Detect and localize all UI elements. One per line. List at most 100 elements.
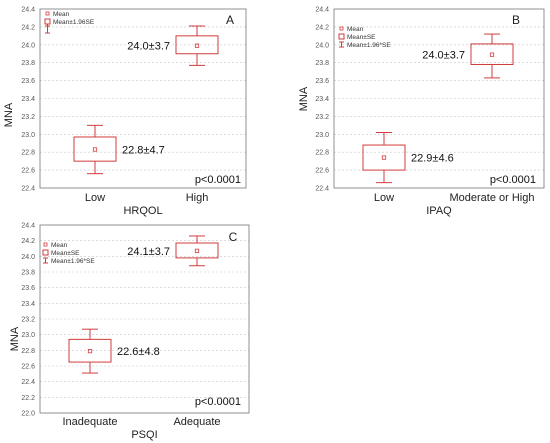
y-tick-label: 22.0 <box>21 411 35 418</box>
y-tick-label: 23.8 <box>315 60 329 67</box>
y-tick-label: 22.6 <box>21 168 35 175</box>
y-tick-label: 24.4 <box>315 7 329 14</box>
y-tick-label: 23.0 <box>21 132 35 139</box>
y-tick-label: 23.2 <box>315 114 329 121</box>
x-axis-label: IPAQ <box>426 205 452 217</box>
y-tick-label: 23.0 <box>315 132 329 139</box>
box-group-0: 22.8±4.7 Low <box>73 124 165 204</box>
legend-mean-marker <box>339 26 344 31</box>
legend-entry: Mean±SE <box>347 34 376 41</box>
y-tick-label: 23.2 <box>21 114 35 121</box>
mean-sd-annotation: 24.0±3.7 <box>422 50 465 62</box>
y-tick-label: 22.8 <box>315 150 329 157</box>
legend-entry: Mean±1.96*SE <box>347 42 391 49</box>
se-box <box>470 43 514 65</box>
y-tick-label: 23.8 <box>21 270 35 277</box>
legend-mean-marker <box>45 11 50 16</box>
y-axis-label: MNA <box>9 326 21 351</box>
box-group-1: 24.0±3.7 High <box>127 25 219 204</box>
y-tick-label: 22.4 <box>315 186 329 193</box>
panel-letter: A <box>226 13 234 27</box>
chart-panel-a: 22.4 22.6 22.8 23.0 23.2 23.4 23.6 23.8 24.0 24.2… <box>3 7 247 217</box>
mean-marker <box>194 43 200 48</box>
legend-box-marker <box>42 249 49 256</box>
y-tick-label: 23.2 <box>21 317 35 324</box>
x-category-label: Low <box>85 192 105 204</box>
se-box <box>362 144 406 171</box>
y-tick-label: 23.4 <box>21 96 35 103</box>
se-box <box>68 338 112 363</box>
x-category-label: Moderate or High <box>450 192 535 204</box>
mean-sd-annotation: 22.6±4.8 <box>117 346 160 358</box>
y-tick-label: 23.6 <box>315 78 329 85</box>
y-tick-label: 22.8 <box>21 150 35 157</box>
x-category-label: High <box>186 192 209 204</box>
mean-marker <box>194 248 200 253</box>
mean-sd-annotation: 22.8±4.7 <box>122 145 165 157</box>
y-tick-label: 24.2 <box>21 238 35 245</box>
x-category-label: Inadequate <box>62 416 117 428</box>
p-value: p<0.0001 <box>195 174 241 186</box>
mean-marker <box>489 52 495 57</box>
y-tick-label: 23.6 <box>21 78 35 85</box>
mean-sd-annotation: 22.9±4.6 <box>411 153 454 165</box>
x-axis-label: HRQOL <box>123 205 162 217</box>
y-tick-label: 22.2 <box>21 395 35 402</box>
y-tick-label: 23.4 <box>21 301 35 308</box>
y-tick-label: 22.4 <box>21 186 35 193</box>
panel-letter: B <box>512 13 520 27</box>
x-category-label: Adequate <box>173 416 220 428</box>
x-category-label: Low <box>374 192 394 204</box>
legend-entry: Mean±1.96SE <box>53 19 95 26</box>
legend-mean-marker <box>43 242 48 247</box>
plot-frame <box>333 8 545 189</box>
y-tick-label: 22.6 <box>315 168 329 175</box>
legend-whisker-marker <box>43 257 48 264</box>
y-tick-label: 24.0 <box>21 42 35 49</box>
p-value: p<0.0001 <box>195 396 241 408</box>
y-axis-label: MNA <box>3 102 15 127</box>
mean-marker <box>381 155 387 160</box>
y-tick-label: 24.4 <box>21 7 35 14</box>
legend-entry: Mean±1.96*SE <box>51 258 95 265</box>
chart-panel-c: 22.0 22.2 22.4 22.6 22.8 23.0 23.2 23.4 23.6 23.8… <box>9 223 250 441</box>
chart-panel-b: 22.4 22.6 22.8 23.0 23.2 23.4 23.6 23.8 24.0 24.2… <box>298 7 545 217</box>
p-value: p<0.0001 <box>490 174 536 186</box>
plot-frame <box>39 224 250 414</box>
y-tick-label: 24.0 <box>315 42 329 49</box>
box-group-1: 24.1±3.7 Adequate <box>127 235 221 428</box>
legend-box-marker <box>44 18 51 25</box>
box-group-0: 22.6±4.8 Inadequate <box>62 328 160 428</box>
se-box <box>73 136 117 162</box>
mean-sd-annotation: 24.1±3.7 <box>127 246 170 258</box>
se-box <box>175 35 219 55</box>
y-axis-label: MNA <box>298 86 310 111</box>
legend-entry: Mean <box>51 242 68 249</box>
y-tick-label: 23.4 <box>315 96 329 103</box>
y-tick-label: 24.0 <box>21 254 35 261</box>
y-tick-label: 23.6 <box>21 285 35 292</box>
mean-marker <box>92 147 98 152</box>
y-tick-label: 24.2 <box>315 24 329 31</box>
plot-frame <box>39 8 247 189</box>
legend-entry: Mean <box>347 26 364 33</box>
y-tick-label: 23.8 <box>21 60 35 67</box>
y-tick-label: 24.4 <box>21 223 35 230</box>
legend-whisker-marker <box>45 24 50 34</box>
se-box <box>175 242 219 259</box>
box-group-0: 22.9±4.6 Low <box>362 132 454 204</box>
box-group-1: 24.0±3.7 Moderate or High <box>422 33 535 204</box>
y-tick-label: 22.4 <box>21 379 35 386</box>
panel-letter: C <box>229 230 238 244</box>
legend-entry: Mean <box>53 11 70 18</box>
legend-entry: Mean±SE <box>51 250 80 257</box>
legend-whisker-marker <box>339 41 344 48</box>
legend-box-marker <box>338 33 345 40</box>
y-tick-label: 23.0 <box>21 332 35 339</box>
mean-sd-annotation: 24.0±3.7 <box>127 41 170 53</box>
mean-marker <box>87 349 93 354</box>
y-tick-label: 24.2 <box>21 24 35 31</box>
x-axis-label: PSQI <box>131 429 157 441</box>
y-tick-label: 22.6 <box>21 364 35 371</box>
